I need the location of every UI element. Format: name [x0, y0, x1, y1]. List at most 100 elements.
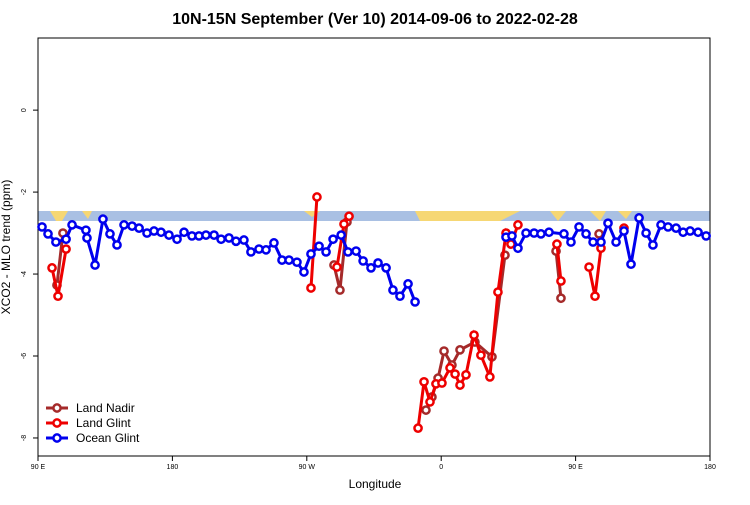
band [38, 211, 710, 221]
point [559, 229, 569, 239]
point [500, 250, 510, 261]
y-axis-label: XCO2 - MLO trend (ppm) [0, 180, 13, 315]
point [425, 397, 435, 407]
point [413, 423, 423, 433]
point [306, 249, 316, 259]
x-tick-label: 180 [167, 464, 179, 471]
point [98, 214, 108, 224]
point [450, 369, 460, 379]
x-tick-label: 90 E [568, 464, 583, 471]
point [53, 291, 63, 302]
point [590, 291, 600, 302]
point [521, 228, 531, 238]
point [216, 234, 226, 245]
y-tick-label: -8 [21, 435, 28, 441]
point [596, 237, 606, 247]
point [306, 283, 316, 293]
point [209, 230, 219, 240]
point [603, 218, 613, 229]
point [335, 285, 345, 295]
y-tick-label: -2 [21, 189, 28, 195]
point [51, 237, 61, 247]
point [556, 276, 566, 286]
point [544, 227, 554, 238]
x-tick-label: 90 E [31, 464, 46, 471]
land-patch [50, 211, 632, 221]
point [239, 235, 249, 245]
legend-marker [52, 433, 62, 443]
point [455, 380, 465, 390]
point [292, 257, 302, 268]
legend-label: Land Nadir [76, 401, 135, 415]
point [439, 346, 449, 356]
point [381, 263, 391, 273]
plot-frame [37, 37, 711, 457]
point [485, 372, 495, 382]
y-tick-label: -6 [21, 353, 28, 359]
point [312, 192, 322, 202]
point [358, 256, 368, 266]
point [82, 233, 92, 243]
point [619, 226, 629, 236]
point [67, 220, 77, 230]
point [685, 226, 695, 236]
point [299, 267, 309, 277]
point [328, 234, 338, 245]
point [493, 287, 503, 297]
legend-label: Land Glint [76, 416, 131, 430]
point [61, 244, 71, 254]
point [90, 260, 100, 270]
point [343, 247, 353, 257]
legend-marker [52, 403, 62, 413]
point [581, 229, 591, 239]
point [566, 237, 576, 247]
point [332, 262, 342, 272]
point [47, 263, 57, 273]
point [395, 291, 405, 302]
point [336, 230, 346, 240]
legend-label: Ocean Glint [76, 431, 140, 445]
point [536, 229, 546, 239]
point [513, 220, 523, 230]
point [105, 229, 115, 239]
point [403, 279, 413, 289]
point [671, 223, 681, 233]
point [648, 240, 658, 250]
point [552, 239, 562, 249]
point [201, 230, 211, 240]
point [469, 330, 479, 340]
point [61, 234, 71, 245]
x-tick-label: 0 [439, 464, 443, 471]
point [461, 370, 471, 380]
point [81, 225, 91, 236]
point [634, 213, 644, 223]
x-axis-label: Longitude [349, 477, 402, 491]
y-tick-label: 0 [21, 108, 28, 112]
point [476, 350, 486, 361]
point [663, 222, 673, 232]
point [574, 222, 584, 232]
point [421, 405, 431, 415]
point [556, 293, 566, 304]
point [388, 285, 398, 295]
point [584, 262, 594, 272]
point [611, 237, 621, 247]
point [134, 223, 144, 233]
point [701, 231, 711, 241]
point [119, 220, 129, 230]
land-mask-band [38, 211, 710, 221]
x-tick-label: 90 W [299, 464, 316, 471]
point [43, 229, 53, 239]
point [507, 231, 517, 241]
point [437, 378, 447, 388]
point [626, 259, 636, 270]
point [366, 263, 376, 273]
point [284, 255, 294, 265]
point [321, 247, 331, 257]
point [339, 219, 349, 229]
point [314, 241, 324, 252]
point [641, 228, 651, 238]
point [373, 258, 383, 268]
point [455, 345, 465, 355]
